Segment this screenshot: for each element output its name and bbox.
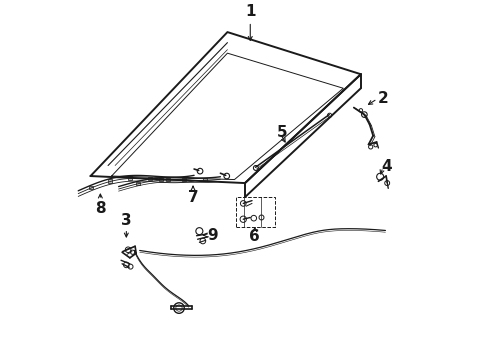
Text: 9: 9	[207, 228, 218, 243]
FancyBboxPatch shape	[108, 180, 112, 183]
FancyBboxPatch shape	[166, 178, 171, 181]
FancyBboxPatch shape	[147, 177, 152, 180]
Text: 6: 6	[249, 229, 260, 244]
FancyBboxPatch shape	[159, 178, 163, 181]
Text: 8: 8	[95, 201, 106, 216]
FancyBboxPatch shape	[203, 178, 207, 181]
FancyBboxPatch shape	[89, 186, 93, 189]
Text: 1: 1	[245, 4, 255, 19]
Text: 7: 7	[188, 190, 198, 205]
FancyBboxPatch shape	[182, 178, 186, 181]
FancyBboxPatch shape	[136, 181, 140, 185]
FancyBboxPatch shape	[127, 176, 132, 180]
Text: 3: 3	[121, 213, 132, 228]
Text: 2: 2	[378, 91, 389, 106]
Text: 5: 5	[276, 125, 287, 140]
Text: 4: 4	[381, 159, 392, 174]
